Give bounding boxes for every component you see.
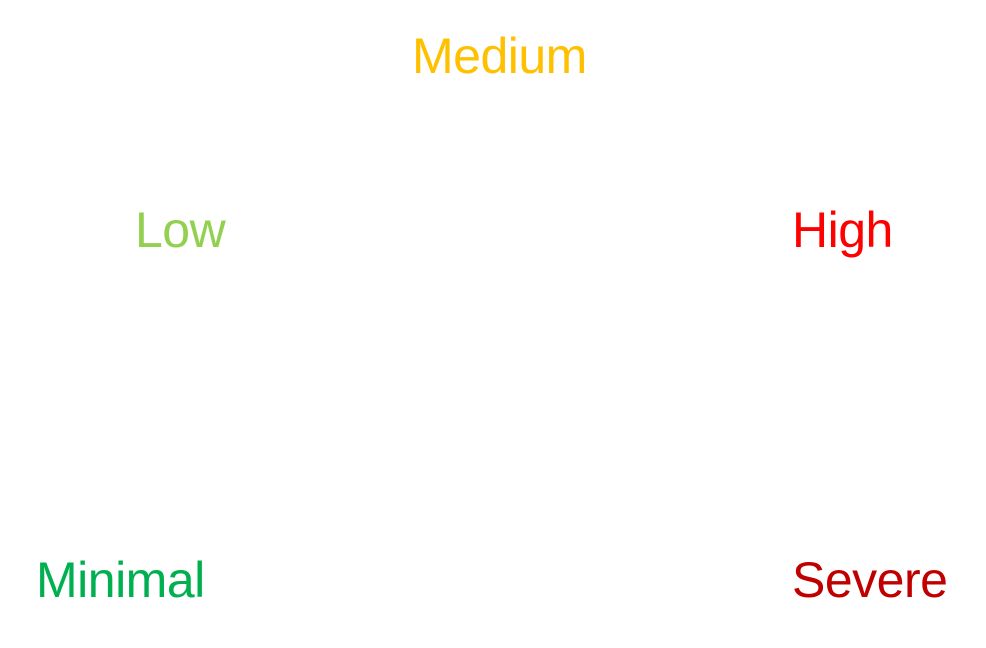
level-label-severe: Severe	[792, 552, 948, 608]
level-label-medium: Medium	[412, 28, 587, 84]
level-label-minimal: Minimal	[36, 552, 205, 608]
level-label-low: Low	[135, 202, 226, 258]
level-label-high: High	[792, 202, 893, 258]
